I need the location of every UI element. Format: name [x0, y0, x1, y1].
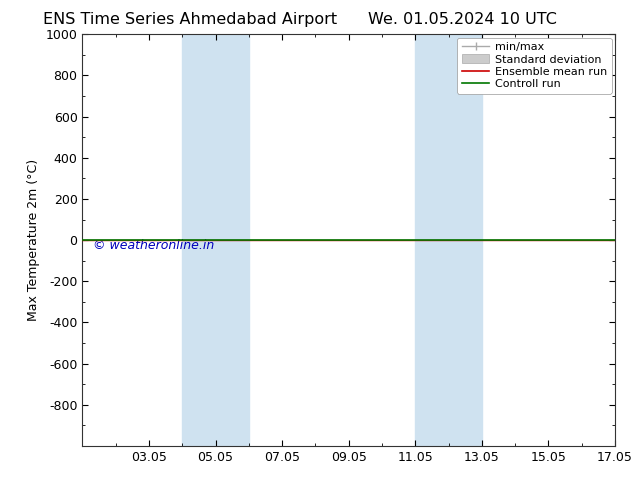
Text: We. 01.05.2024 10 UTC: We. 01.05.2024 10 UTC: [368, 12, 557, 27]
Bar: [415, 34, 482, 446]
Text: ENS Time Series Ahmedabad Airport: ENS Time Series Ahmedabad Airport: [43, 12, 337, 27]
Y-axis label: Max Temperature 2m (°C): Max Temperature 2m (°C): [27, 159, 40, 321]
Text: © weatheronline.in: © weatheronline.in: [93, 239, 214, 252]
Legend: min/max, Standard deviation, Ensemble mean run, Controll run: min/max, Standard deviation, Ensemble me…: [457, 38, 612, 94]
Bar: [183, 34, 249, 446]
